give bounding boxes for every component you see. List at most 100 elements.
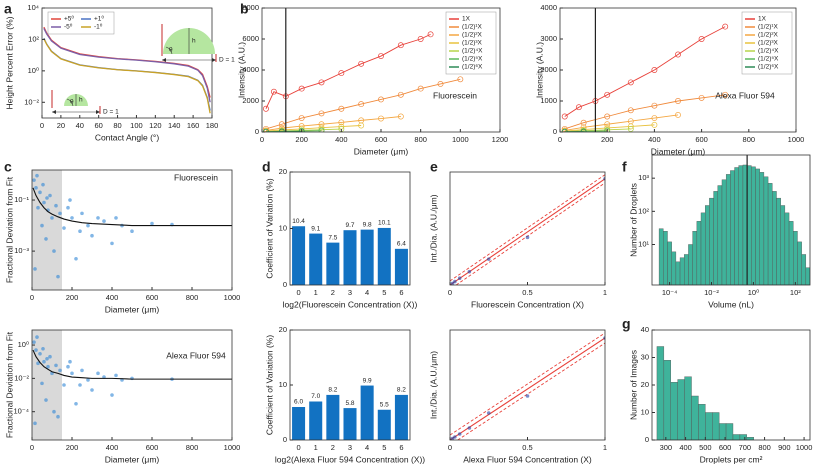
point [467, 426, 472, 430]
point [525, 394, 530, 398]
point [90, 388, 94, 392]
x-tick-label: 0 [448, 443, 452, 452]
point [70, 216, 74, 220]
histogram-bar [700, 212, 706, 285]
y-axis-title: Int./Dia. (A.U./μm) [428, 194, 438, 262]
histogram-bar [772, 191, 777, 285]
histogram-bar [670, 382, 678, 440]
histogram-bar [788, 221, 794, 285]
x-tick-label: 1000 [224, 443, 241, 452]
axes-frame [449, 329, 606, 441]
x-axis-title: Diameter (μm) [105, 304, 160, 314]
point [651, 102, 658, 109]
x-tick-label: 3 [348, 443, 352, 452]
plot-area [450, 174, 605, 285]
y-tick-label: 10 [279, 380, 287, 389]
histogram-bar [801, 254, 807, 285]
x-tick-label: 10⁻⁴ [662, 288, 678, 297]
x-tick-label: 5 [382, 288, 386, 297]
value-label: 6.0 [294, 399, 303, 406]
plot-area [658, 155, 810, 285]
histogram-bar [734, 167, 739, 285]
point [318, 124, 325, 131]
point [96, 216, 100, 220]
point [467, 269, 472, 274]
x-tick-label: 1200 [492, 135, 509, 144]
point [298, 85, 305, 92]
histogram-bar [751, 166, 756, 285]
plot-area [32, 170, 232, 290]
x-tick-label: 600 [146, 443, 159, 452]
x-tick-label: 6 [399, 443, 403, 452]
x-tick-label: 10⁰ [748, 288, 759, 297]
value-label: 10.4 [292, 218, 305, 225]
value-label: 9.9 [363, 377, 372, 384]
bar [309, 233, 323, 285]
point [33, 267, 37, 271]
panel-label: a [4, 1, 12, 17]
x-tick-label: 40 [76, 121, 84, 130]
panel-label: g [622, 316, 631, 332]
y-tick-label: 3000 [540, 34, 557, 43]
point [78, 383, 82, 387]
histogram-bar [663, 360, 671, 440]
point [561, 113, 568, 120]
legend-label: (1/2)⁵X [758, 56, 779, 63]
point [46, 364, 50, 369]
histogram-bar [805, 267, 810, 285]
legend-label: (1/2)²X [758, 32, 779, 39]
histogram-bar [763, 176, 769, 285]
y-axis-title: Coefficient of Variation (%) [264, 335, 274, 435]
x-tick-label: 0 [40, 121, 44, 130]
line [32, 349, 232, 380]
y-tick-label: 10⁻² [14, 373, 29, 382]
x-tick-label: 200 [66, 443, 79, 452]
histogram-bar [717, 185, 723, 285]
value-label: 7.5 [328, 234, 337, 241]
point [68, 198, 72, 202]
plot-area [292, 385, 408, 440]
bar [292, 226, 306, 285]
plot-area [43, 26, 211, 114]
x-tick-label: 1000 [224, 293, 241, 302]
x-tick-label: 0 [260, 135, 264, 144]
axes-frame [289, 329, 411, 441]
panel-label: d [262, 159, 271, 175]
panel-label: b [240, 1, 249, 17]
y-tick-label: 10 [279, 223, 287, 232]
line [43, 38, 211, 114]
axes-frame [41, 7, 213, 119]
legend-label: (1/2)²X [462, 32, 483, 39]
x-tick-label: 200 [601, 135, 614, 144]
y-axis-title: Number of Images [628, 350, 638, 420]
point [66, 364, 70, 369]
x-tick-label: 160 [187, 121, 200, 130]
point [397, 42, 404, 49]
x-tick-label: 0 [296, 288, 300, 297]
x-tick-label: 80 [113, 121, 121, 130]
axes-frame [31, 329, 233, 441]
y-tick-label: 10² [28, 34, 39, 43]
x-tick-label: 600 [375, 135, 388, 144]
value-label: 9.7 [345, 222, 354, 229]
x-tick-label: 1000 [788, 135, 805, 144]
y-tick-label: 10⁰ [28, 66, 39, 75]
point [44, 398, 48, 402]
histogram-bar [738, 165, 744, 285]
point [34, 186, 38, 190]
point [86, 223, 90, 228]
x-axis-title: Diameter (μm) [354, 146, 409, 156]
point [35, 173, 39, 178]
legend-label: (1/2)¹X [758, 24, 779, 31]
histogram-bar [658, 228, 664, 285]
y-tick-label: 10² [638, 206, 649, 215]
shaded-region [32, 330, 62, 440]
point [270, 88, 277, 95]
inset-label: θ [169, 47, 173, 54]
angle-arc [165, 46, 173, 55]
legend-box [47, 11, 115, 35]
point [604, 121, 611, 128]
histogram-bar [705, 205, 710, 285]
inset-label: θ [70, 99, 74, 106]
x-tick-label: 100 [130, 121, 143, 130]
